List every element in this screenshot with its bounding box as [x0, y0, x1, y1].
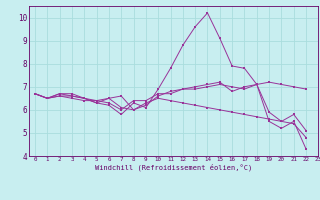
X-axis label: Windchill (Refroidissement éolien,°C): Windchill (Refroidissement éolien,°C) [95, 164, 252, 171]
